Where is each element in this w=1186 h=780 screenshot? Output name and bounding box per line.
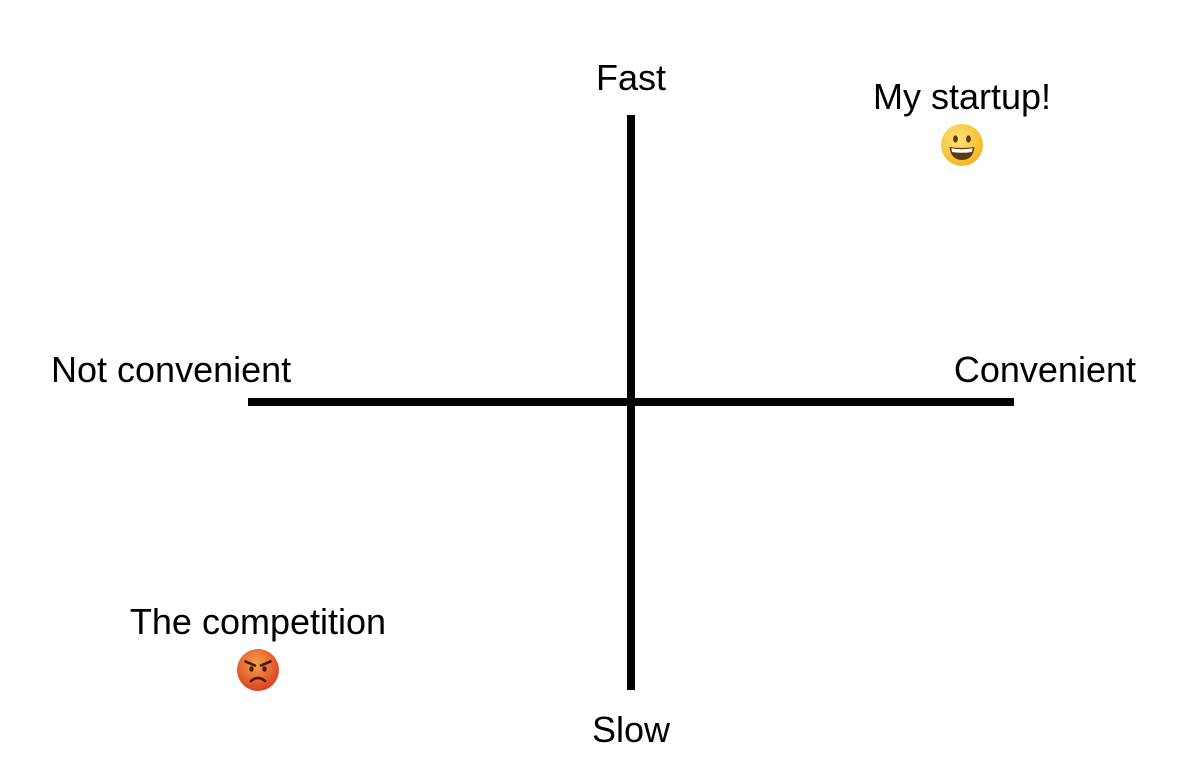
axis-label-top: Fast [595, 57, 666, 98]
horizontal-axis [248, 398, 1014, 406]
startup-label: My startup! [872, 76, 1052, 117]
grinning-face-icon [941, 124, 983, 166]
axis-label-left: Not convenient [51, 349, 292, 390]
axis-label-bottom: Slow [591, 709, 671, 750]
startup-item: My startup! [842, 77, 1082, 167]
axis-label-right: Convenient [953, 349, 1136, 390]
competition-label: The competition [129, 601, 387, 642]
competition-item: The competition [98, 602, 418, 692]
angry-face-icon [237, 649, 279, 691]
